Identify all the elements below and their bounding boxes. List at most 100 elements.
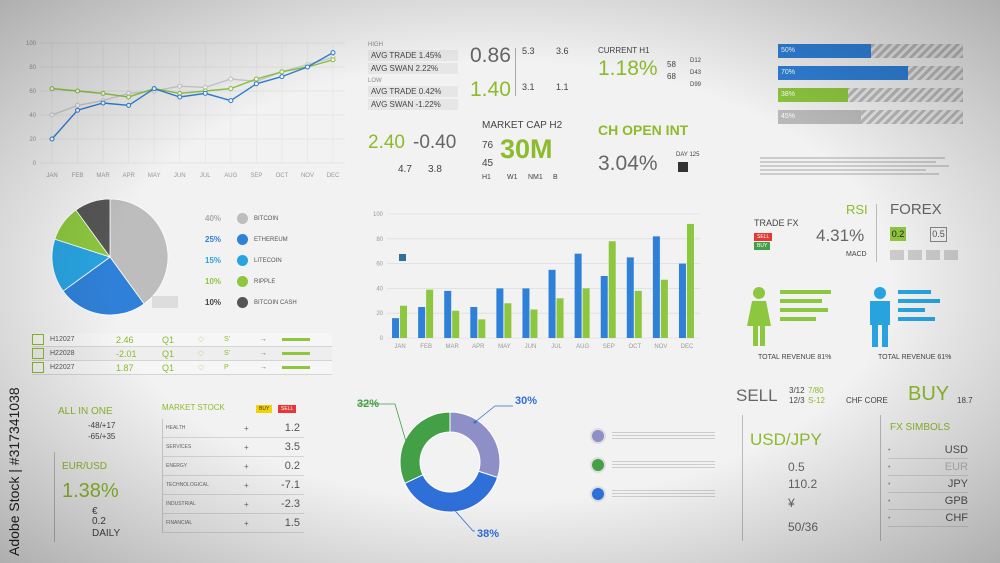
y-tick-label: 40 [376, 286, 383, 292]
market-cap-h1: H1 [482, 174, 491, 181]
usdjpy-sell[interactable]: SELL [736, 386, 778, 405]
adobe-stock-watermark: Adobe Stock | #317341038 [6, 387, 22, 556]
pie-legend-pct: 40% [205, 214, 222, 223]
ticker-bar [282, 352, 310, 355]
plus-icon: + [244, 499, 249, 509]
fx-symbol-row[interactable]: • USD [888, 442, 968, 459]
leader-line [474, 405, 513, 423]
fx-symbol: CHF [945, 512, 968, 524]
y-tick-label: 0 [33, 161, 37, 167]
progress-bars: 50% 70% 38% 45% [778, 44, 963, 132]
male-revenue-label: TOTAL REVENUE 61% [878, 354, 952, 361]
pie-legend: 40% BITCOIN 25% ETHEREUM 15% LITECOIN 10% RIPPL… [205, 208, 335, 313]
donut-label: 38% [477, 528, 499, 540]
market-stock-row[interactable]: ENERGY +0.2 [162, 457, 304, 476]
market-stock-row[interactable]: TECHNOLOGICAL + -7.1 [162, 476, 304, 495]
pie-legend-item: 10% BITCOIN CASH [205, 292, 335, 313]
stat-value-1a: 5.3 [522, 46, 535, 56]
donut-slice-2 [404, 470, 499, 513]
pie-legend-name: LITECOIN [254, 257, 282, 264]
usdjpy-buy[interactable]: BUY [908, 383, 950, 405]
ticker-icon [32, 348, 44, 359]
y-tick-label: 100 [373, 212, 384, 218]
stat-value-1b: 3.6 [556, 46, 569, 56]
trade-fx-buy-tag[interactable]: BUY [754, 242, 771, 250]
forex-box-1[interactable]: 0.2 [890, 227, 906, 241]
forex-bar [890, 250, 962, 260]
line-series-green [51, 59, 334, 98]
market-stock-row[interactable]: FINANCIAL +1.5 [162, 514, 304, 533]
ticker-value: -2.01 [116, 348, 137, 359]
market-stock-name: INDUSTRIAL [166, 501, 196, 507]
market-stock-name: HEALTH [166, 425, 186, 431]
spread-sub-1: 4.7 [398, 164, 412, 175]
fx-symbol-row[interactable]: • GPB [888, 493, 968, 510]
market-stock-row[interactable]: SERVICES +3.5 [162, 438, 304, 457]
trade-fx-sell-tag[interactable]: SELL [754, 233, 773, 241]
line-point [75, 107, 81, 113]
market-cap-n2: 45 [482, 158, 494, 169]
legend-marker [399, 254, 406, 261]
ticker-icon [32, 334, 44, 345]
bullet-icon: • [888, 463, 891, 471]
donut-slice-3 [399, 411, 451, 484]
line-point [126, 94, 132, 100]
market-stock-sell[interactable]: SELL [278, 405, 297, 413]
market-cap-nm1: NM1 [528, 174, 543, 181]
all-in-one-title: ALL IN ONE [58, 406, 113, 417]
progress-label: 38% [781, 91, 796, 98]
x-tick-label: SEP [250, 173, 262, 179]
line-point [304, 64, 310, 70]
donut-label: 30% [515, 395, 537, 407]
y-tick-label: 60 [376, 262, 383, 268]
fx-symbol-row[interactable]: • EUR [888, 459, 968, 476]
x-tick-label: APR [122, 173, 135, 179]
fx-symbol-row[interactable]: • CHF [888, 510, 968, 527]
market-stock-buy[interactable]: BUY [256, 405, 273, 413]
pie-label-box [152, 296, 178, 308]
bar [392, 318, 400, 338]
bar [582, 288, 590, 338]
market-stock-value: 3.5 [284, 441, 300, 453]
plus-icon: + [244, 423, 249, 433]
male-icon [870, 287, 890, 347]
ring-icon: ◌ [198, 348, 204, 359]
bar [548, 269, 556, 338]
ticker-row[interactable]: H12027 2.46 Q1 ◌ S' → [32, 333, 332, 347]
market-stock-row[interactable]: HEALTH +1.2 [162, 419, 304, 438]
y-tick-label: 20 [376, 311, 383, 317]
market-cap-w1: W1 [507, 174, 518, 181]
x-tick-label: JUL [551, 344, 562, 350]
bar [626, 257, 634, 338]
line-point [75, 102, 81, 108]
ticker-row[interactable]: H22028 -2.01 Q1 ◌ S' → [32, 347, 332, 361]
trade-fx-title: TRADE FX [754, 218, 799, 228]
all-in-one-pct: 1.38% [62, 480, 119, 502]
line-point [279, 69, 285, 75]
market-stock-row[interactable]: INDUSTRIAL + -2.3 [162, 495, 304, 514]
current-h1-d2: D43 [690, 70, 702, 76]
fx-symbol-row[interactable]: • JPY [888, 476, 968, 493]
spread-sub-2: 3.8 [428, 164, 442, 175]
forex-box-2[interactable]: 0.5 [930, 227, 947, 242]
line-point [330, 50, 336, 56]
arrow-icon: → [260, 364, 267, 371]
male-bars [898, 290, 958, 326]
bar [496, 288, 504, 338]
pie-legend-pct: 25% [205, 235, 222, 244]
ticker-row[interactable]: H22027 1.87 Q1 ◌ P → [32, 361, 332, 375]
x-tick-label: NOV [654, 344, 667, 350]
y-tick-label: 80 [29, 65, 36, 71]
market-cap-value: 30M [500, 134, 553, 164]
line-point [151, 86, 157, 92]
low-item-1: AVG TRADE 0.42% [368, 86, 458, 97]
market-stock-value: 1.5 [284, 517, 300, 529]
open-int-icon [678, 162, 688, 172]
line-point [177, 83, 183, 89]
market-stock-value: 1.2 [284, 422, 300, 434]
bullet-icon [590, 428, 606, 444]
pie-legend-pct: 10% [205, 298, 222, 307]
x-tick-label: DEC [681, 344, 694, 350]
legend-dot-icon [237, 213, 248, 224]
bar [478, 319, 486, 338]
